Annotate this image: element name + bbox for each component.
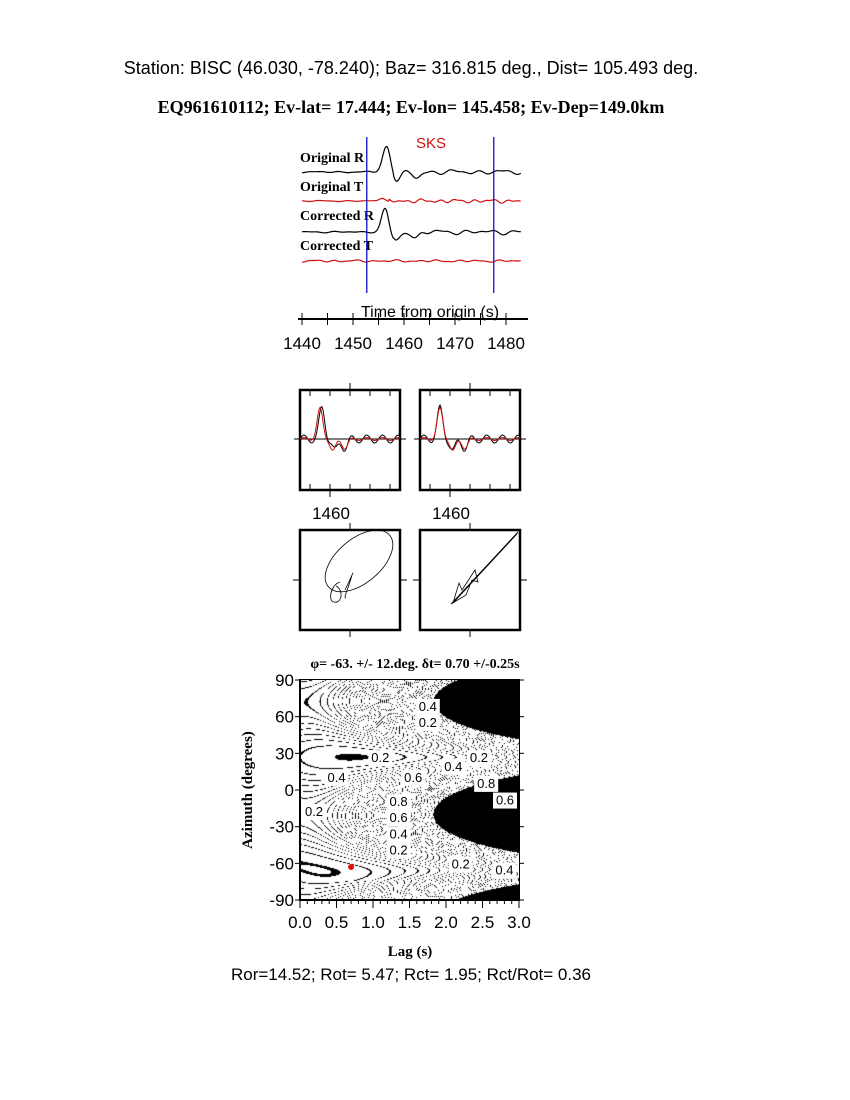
overlay-trace-slow <box>299 406 401 451</box>
overlay-panel-corrected: 1460 <box>414 383 526 523</box>
particle-motion-original <box>293 523 407 637</box>
x-tick-label: 2.0 <box>434 913 458 932</box>
event-info: EQ961610112; Ev-lat= 17.444; Ev-lon= 145… <box>157 97 665 117</box>
overlay-trace-fast <box>299 405 401 452</box>
phase-label: SKS <box>416 135 446 152</box>
overlay-trace-fast <box>419 403 521 452</box>
footer-stats: Ror=14.52; Rot= 5.47; Rct= 1.95; Rct/Rot… <box>230 965 592 984</box>
overlay-tick-label: 1460 <box>432 504 470 523</box>
trace-original-r <box>301 145 522 182</box>
time-tick-label: 1470 <box>436 334 474 353</box>
time-axis-label: Time from origin (s) <box>361 304 499 321</box>
seismogram-panel: SKS Original R Original T Corrected R Co… <box>283 135 528 353</box>
splitting-contour-plot: φ= -63. +/- 12.deg. δt= 0.70 +/-0.25s 0.… <box>240 657 531 960</box>
y-tick-label: -90 <box>269 891 294 910</box>
trace-label-original-t: Original T <box>300 180 364 195</box>
station-info: Station: BISC (46.030, -78.240); Baz= 31… <box>123 58 699 78</box>
x-axis-label: Lag (s) <box>388 944 433 960</box>
time-tick-label: 1440 <box>283 334 321 353</box>
x-tick-label: 0.5 <box>325 913 349 932</box>
time-axis-ticks: 1440 1450 1460 1470 1480 <box>283 313 525 353</box>
y-tick-label: 60 <box>275 708 294 727</box>
y-axis-label: Azimuth (degrees) <box>240 731 256 849</box>
time-tick-label: 1450 <box>334 334 372 353</box>
particle-motion-corrected <box>413 523 527 637</box>
y-tick-label: -60 <box>269 854 294 873</box>
trace-label-corrected-t: Corrected T <box>300 239 374 254</box>
trace-corrected-r <box>301 207 521 241</box>
trace-original-t <box>302 197 521 204</box>
x-tick-label: 1.0 <box>361 913 385 932</box>
contour-title: φ= -63. +/- 12.deg. δt= 0.70 +/-0.25s <box>310 657 520 672</box>
overlay-trace-slow <box>419 406 521 451</box>
particle-path <box>450 531 519 605</box>
trace-label-original-r: Original R <box>300 151 365 166</box>
x-tick-label: 0.0 <box>288 913 312 932</box>
y-tick-label: 90 <box>275 671 294 690</box>
contour-field <box>301 680 519 899</box>
trace-corrected-t <box>302 259 521 263</box>
x-tick-label: 2.5 <box>471 913 495 932</box>
time-tick-label: 1460 <box>385 334 423 353</box>
x-tick-label: 3.0 <box>507 913 531 932</box>
overlay-tick-label: 1460 <box>312 504 350 523</box>
trace-label-corrected-r: Corrected R <box>300 209 375 224</box>
y-tick-label: -30 <box>269 818 294 837</box>
y-tick-label: 30 <box>275 744 294 763</box>
y-tick-label: 0 <box>285 781 294 800</box>
x-tick-label: 1.5 <box>398 913 422 932</box>
time-tick-label: 1480 <box>487 334 525 353</box>
overlay-panel-original: 1460 <box>294 383 406 523</box>
particle-ellipse <box>324 529 394 593</box>
particle-path <box>330 572 354 603</box>
